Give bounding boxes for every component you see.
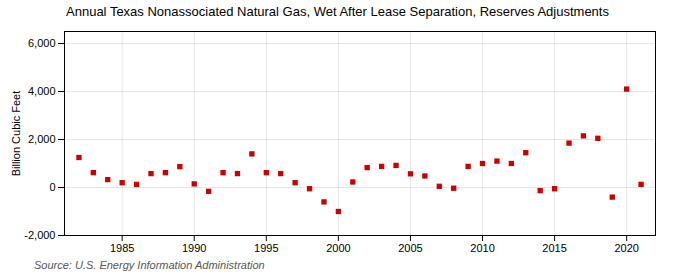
svg-text:2015: 2015 xyxy=(542,242,566,254)
svg-text:1990: 1990 xyxy=(182,242,206,254)
svg-text:Billion Cubic Feet: Billion Cubic Feet xyxy=(10,91,22,177)
svg-text:2005: 2005 xyxy=(398,242,422,254)
svg-text:0: 0 xyxy=(49,181,55,193)
svg-text:-2,000: -2,000 xyxy=(24,229,55,241)
svg-text:2010: 2010 xyxy=(470,242,494,254)
svg-text:6,000: 6,000 xyxy=(28,37,56,49)
svg-text:2,000: 2,000 xyxy=(28,133,56,145)
svg-text:1995: 1995 xyxy=(254,242,278,254)
svg-text:2000: 2000 xyxy=(326,242,350,254)
svg-text:4,000: 4,000 xyxy=(28,85,56,97)
svg-text:2020: 2020 xyxy=(614,242,638,254)
html-text:Source: U.S. Energy Informatio: Source: U.S. Energy Information Administ… xyxy=(34,259,265,271)
svg-text:1985: 1985 xyxy=(110,242,134,254)
html-text:Annual Texas Nonassociated Nat: Annual Texas Nonassociated Natural Gas, … xyxy=(66,4,609,19)
